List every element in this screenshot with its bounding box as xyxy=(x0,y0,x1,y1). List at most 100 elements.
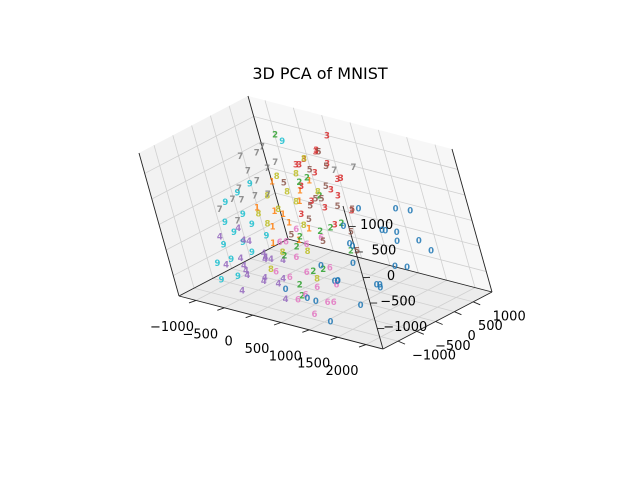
digit-point-6: 6 xyxy=(334,281,340,291)
z-tick-label: −500 xyxy=(380,295,416,310)
digit-point-3: 3 xyxy=(322,204,328,214)
digit-point-6: 6 xyxy=(283,238,289,248)
x-grid-line-floor xyxy=(195,243,306,301)
x-grid-line-floor xyxy=(224,250,334,309)
digit-point-6: 6 xyxy=(293,225,299,235)
digit-point-6: 6 xyxy=(277,238,283,248)
y-tick-label: 500 xyxy=(478,319,503,334)
digit-point-3: 3 xyxy=(298,182,304,192)
digit-point-5: 5 xyxy=(349,205,355,215)
digit-point-3: 3 xyxy=(296,160,302,170)
digit-point-9: 9 xyxy=(249,220,255,230)
digit-point-0: 0 xyxy=(350,259,356,269)
digit-point-7: 7 xyxy=(237,152,243,162)
digit-point-8: 8 xyxy=(264,219,270,229)
chart-title: 3D PCA of MNIST xyxy=(252,64,388,83)
digit-point-1: 1 xyxy=(296,197,302,207)
digit-point-0: 0 xyxy=(355,205,361,215)
digit-point-5: 5 xyxy=(281,179,287,189)
wall-edge-corner xyxy=(247,95,289,240)
digit-point-0: 0 xyxy=(377,283,383,293)
digit-point-3: 3 xyxy=(349,207,355,217)
wall-edge-front xyxy=(138,152,180,297)
digit-point-6: 6 xyxy=(327,263,333,273)
digit-point-4: 4 xyxy=(241,262,247,272)
digit-point-7: 7 xyxy=(217,205,223,215)
digit-point-5: 5 xyxy=(312,195,318,205)
digit-point-8: 8 xyxy=(301,154,307,164)
digit-point-7: 7 xyxy=(252,191,258,201)
x-tick-mark xyxy=(217,307,225,311)
x-grid-line-floor xyxy=(309,272,419,331)
digit-point-7: 7 xyxy=(254,177,260,187)
digit-point-9: 9 xyxy=(264,232,270,242)
digit-point-6: 6 xyxy=(302,291,308,301)
digit-point-0: 0 xyxy=(332,277,338,287)
y-tick-mark xyxy=(435,321,443,325)
digit-point-4: 4 xyxy=(283,295,289,305)
digit-point-0: 0 xyxy=(328,317,334,327)
z-tick-label: 1000 xyxy=(360,218,393,233)
digit-point-7: 7 xyxy=(331,166,337,176)
digit-point-1: 1 xyxy=(269,177,275,187)
z-grid-line-back xyxy=(260,141,465,196)
digit-point-0: 0 xyxy=(379,226,385,236)
x-tick-mark xyxy=(330,336,338,341)
digit-point-0: 0 xyxy=(347,240,353,250)
x-grid-line-floor xyxy=(252,257,362,316)
digit-point-6: 6 xyxy=(311,310,317,320)
x-grid-line-floor xyxy=(280,265,391,323)
digit-point-5: 5 xyxy=(319,194,325,204)
digit-point-3: 3 xyxy=(328,186,334,196)
digit-point-1: 1 xyxy=(296,236,302,246)
x-grid-line-floor xyxy=(337,279,447,338)
digit-point-3: 3 xyxy=(298,210,304,220)
digit-point-7: 7 xyxy=(236,184,242,194)
digit-point-4: 4 xyxy=(223,261,229,271)
x-tick-label: 2000 xyxy=(325,364,358,379)
digit-point-7: 7 xyxy=(265,190,271,200)
digit-point-4: 4 xyxy=(243,266,249,276)
digit-point-5: 5 xyxy=(354,246,360,256)
digit-point-2: 2 xyxy=(317,192,323,202)
digit-point-3: 3 xyxy=(313,146,319,156)
digit-point-0: 0 xyxy=(416,236,422,246)
digit-point-8: 8 xyxy=(293,197,299,207)
digit-point-9: 9 xyxy=(235,189,241,199)
x-grid-line-floor xyxy=(365,287,476,345)
digit-point-6: 6 xyxy=(314,283,320,293)
digit-point-3: 3 xyxy=(293,161,299,171)
x-tick-mark xyxy=(273,322,282,326)
x-tick-label: −500 xyxy=(182,327,218,342)
digit-point-2: 2 xyxy=(328,223,334,233)
digit-point-5: 5 xyxy=(323,162,329,172)
digit-point-6: 6 xyxy=(304,268,310,278)
z-grid-line-left xyxy=(144,116,254,174)
digit-point-6: 6 xyxy=(293,253,299,263)
digit-point-4: 4 xyxy=(275,280,281,290)
digit-point-9: 9 xyxy=(240,210,246,220)
digit-point-7: 7 xyxy=(229,195,235,205)
digit-point-8: 8 xyxy=(284,187,290,197)
digit-point-4: 4 xyxy=(217,232,223,242)
digit-point-5: 5 xyxy=(307,165,313,175)
digit-point-4: 4 xyxy=(261,249,267,259)
digit-point-1: 1 xyxy=(286,219,292,229)
digit-point-7: 7 xyxy=(245,166,251,176)
y-tick-label: 1000 xyxy=(493,309,526,324)
digit-point-4: 4 xyxy=(246,237,252,247)
digit-point-8: 8 xyxy=(268,265,274,275)
digit-point-2: 2 xyxy=(320,265,326,275)
grid-lines xyxy=(144,100,487,345)
digit-point-9: 9 xyxy=(218,275,224,285)
digit-point-4: 4 xyxy=(263,253,269,263)
y-grid-line-floor xyxy=(193,287,399,342)
wall-edge-right xyxy=(451,148,493,293)
digit-point-0: 0 xyxy=(374,280,380,290)
digit-point-0: 0 xyxy=(304,294,310,304)
x-tick-label: 1500 xyxy=(297,357,330,372)
digit-point-7: 7 xyxy=(238,196,244,206)
y-tick-mark xyxy=(397,340,406,345)
digit-point-9: 9 xyxy=(222,198,228,208)
z-grid-line-left xyxy=(151,141,262,200)
